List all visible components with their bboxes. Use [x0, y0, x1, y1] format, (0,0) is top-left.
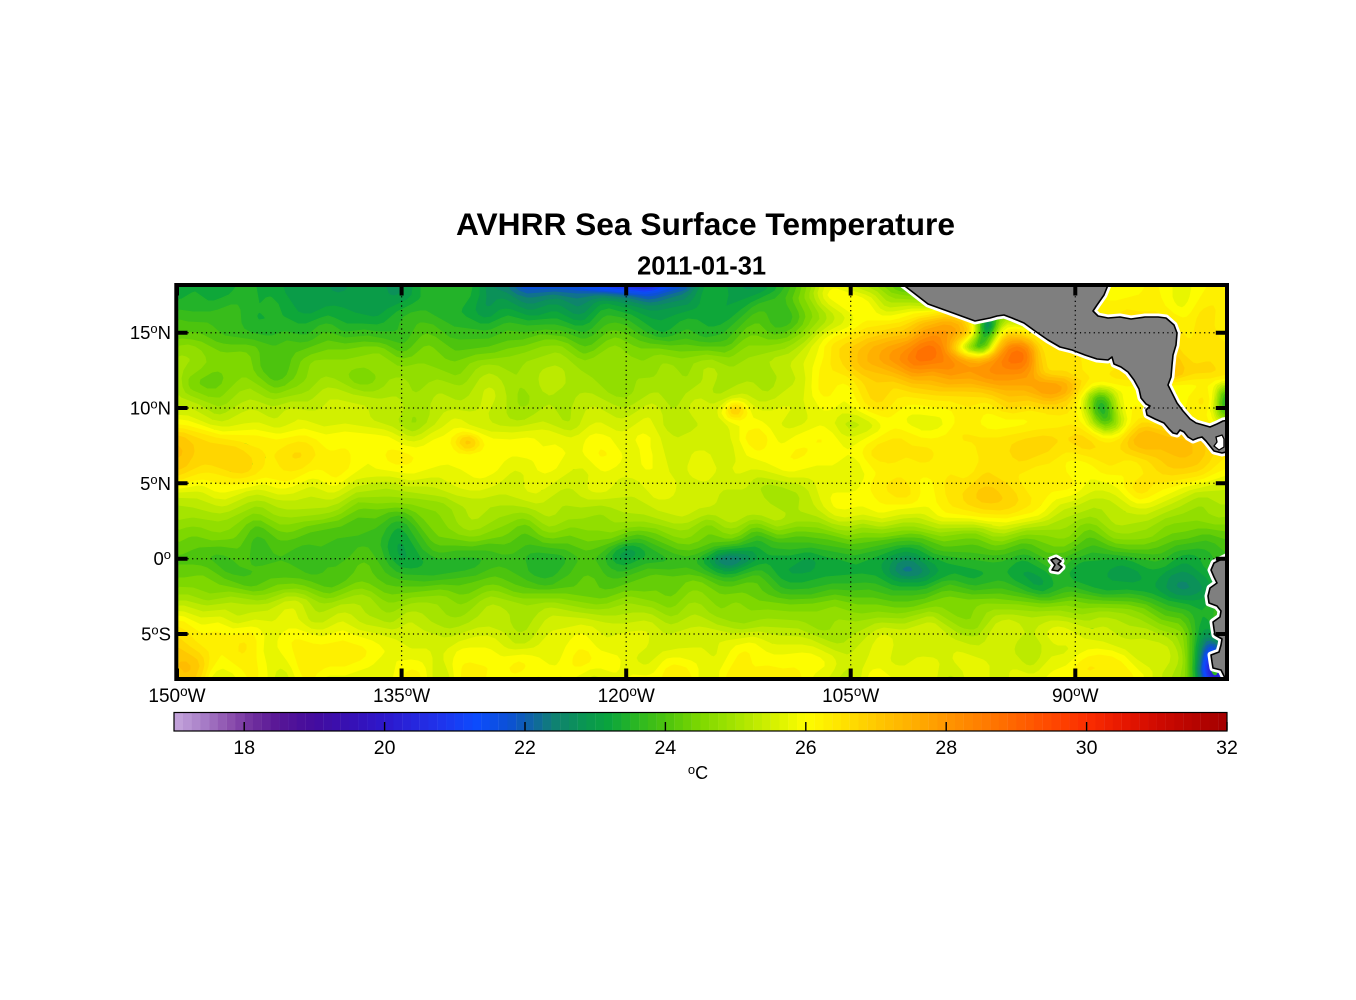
svg-text:oC: oC	[688, 762, 708, 783]
svg-text:20: 20	[374, 737, 396, 759]
svg-text:5oS: 5oS	[141, 623, 171, 645]
svg-text:150oW: 150oW	[148, 684, 205, 707]
svg-text:22: 22	[514, 737, 536, 759]
svg-text:18: 18	[233, 737, 255, 759]
svg-text:24: 24	[655, 737, 677, 759]
svg-text:15oN: 15oN	[130, 321, 171, 343]
svg-text:30: 30	[1076, 737, 1098, 759]
svg-text:28: 28	[935, 737, 957, 759]
svg-text:5oN: 5oN	[140, 472, 171, 494]
svg-text:10oN: 10oN	[130, 397, 171, 419]
svg-text:90oW: 90oW	[1052, 684, 1099, 707]
svg-text:AVHRR Sea Surface Temperature: AVHRR Sea Surface Temperature	[456, 206, 955, 242]
svg-text:135oW: 135oW	[373, 684, 430, 707]
svg-text:2011-01-31: 2011-01-31	[637, 253, 766, 281]
svg-text:120oW: 120oW	[598, 684, 655, 707]
svg-text:32: 32	[1216, 737, 1238, 759]
svg-text:26: 26	[795, 737, 817, 759]
svg-text:105oW: 105oW	[822, 684, 879, 707]
